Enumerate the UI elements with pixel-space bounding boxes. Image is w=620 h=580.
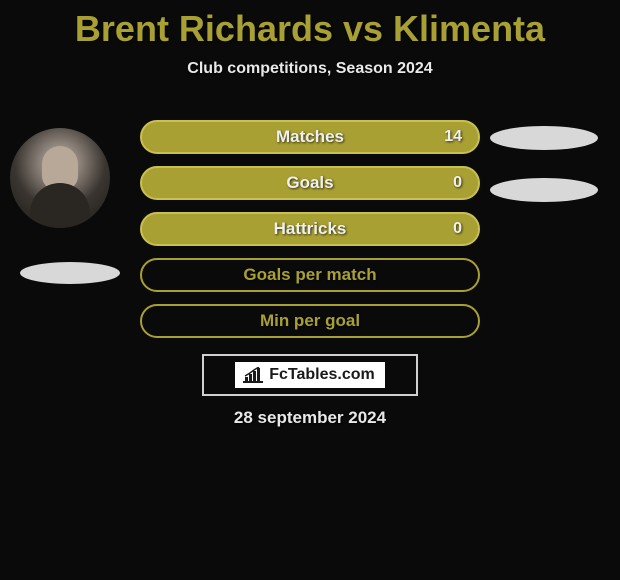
decorative-oval-right-2: [490, 178, 598, 202]
footer-brand-box: FcTables.com: [202, 354, 418, 396]
stats-container: Matches 14 Goals 0 Hattricks 0 Goals per…: [140, 120, 480, 350]
footer-brand-inner: FcTables.com: [235, 362, 385, 388]
stat-label: Hattricks: [274, 219, 347, 239]
page-title: Brent Richards vs Klimenta: [0, 0, 620, 50]
stat-row-goals-per-match: Goals per match: [140, 258, 480, 292]
footer-brand-text: FcTables.com: [267, 366, 377, 384]
stat-value: 14: [444, 128, 462, 146]
player-avatar-left: [10, 128, 110, 228]
stat-label: Matches: [276, 127, 344, 147]
stat-value: 0: [453, 220, 462, 238]
subtitle: Club competitions, Season 2024: [0, 60, 620, 78]
decorative-oval-right-1: [490, 126, 598, 150]
stat-label: Goals per match: [243, 265, 376, 285]
chart-icon: [243, 367, 263, 383]
stat-row-hattricks: Hattricks 0: [140, 212, 480, 246]
stat-value: 0: [453, 174, 462, 192]
stat-row-goals: Goals 0: [140, 166, 480, 200]
decorative-oval-left: [20, 262, 120, 284]
date-text: 28 september 2024: [0, 408, 620, 428]
stat-row-matches: Matches 14: [140, 120, 480, 154]
stat-label: Min per goal: [260, 311, 360, 331]
stat-label: Goals: [286, 173, 333, 193]
stat-row-min-per-goal: Min per goal: [140, 304, 480, 338]
